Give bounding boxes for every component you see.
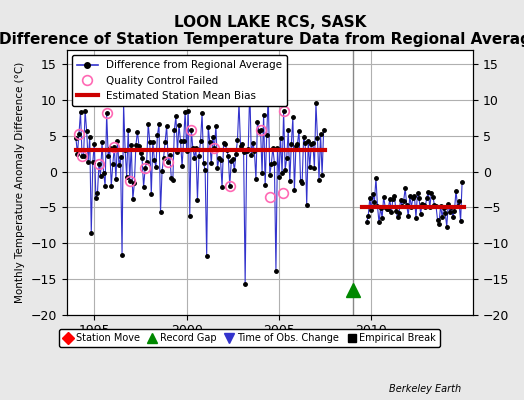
- Y-axis label: Monthly Temperature Anomaly Difference (°C): Monthly Temperature Anomaly Difference (…: [15, 62, 25, 303]
- Text: Berkeley Earth: Berkeley Earth: [389, 384, 461, 394]
- Legend: Station Move, Record Gap, Time of Obs. Change, Empirical Break: Station Move, Record Gap, Time of Obs. C…: [59, 329, 440, 347]
- Title: LOON LAKE RCS, SASK
Difference of Station Temperature Data from Regional Average: LOON LAKE RCS, SASK Difference of Statio…: [0, 15, 524, 47]
